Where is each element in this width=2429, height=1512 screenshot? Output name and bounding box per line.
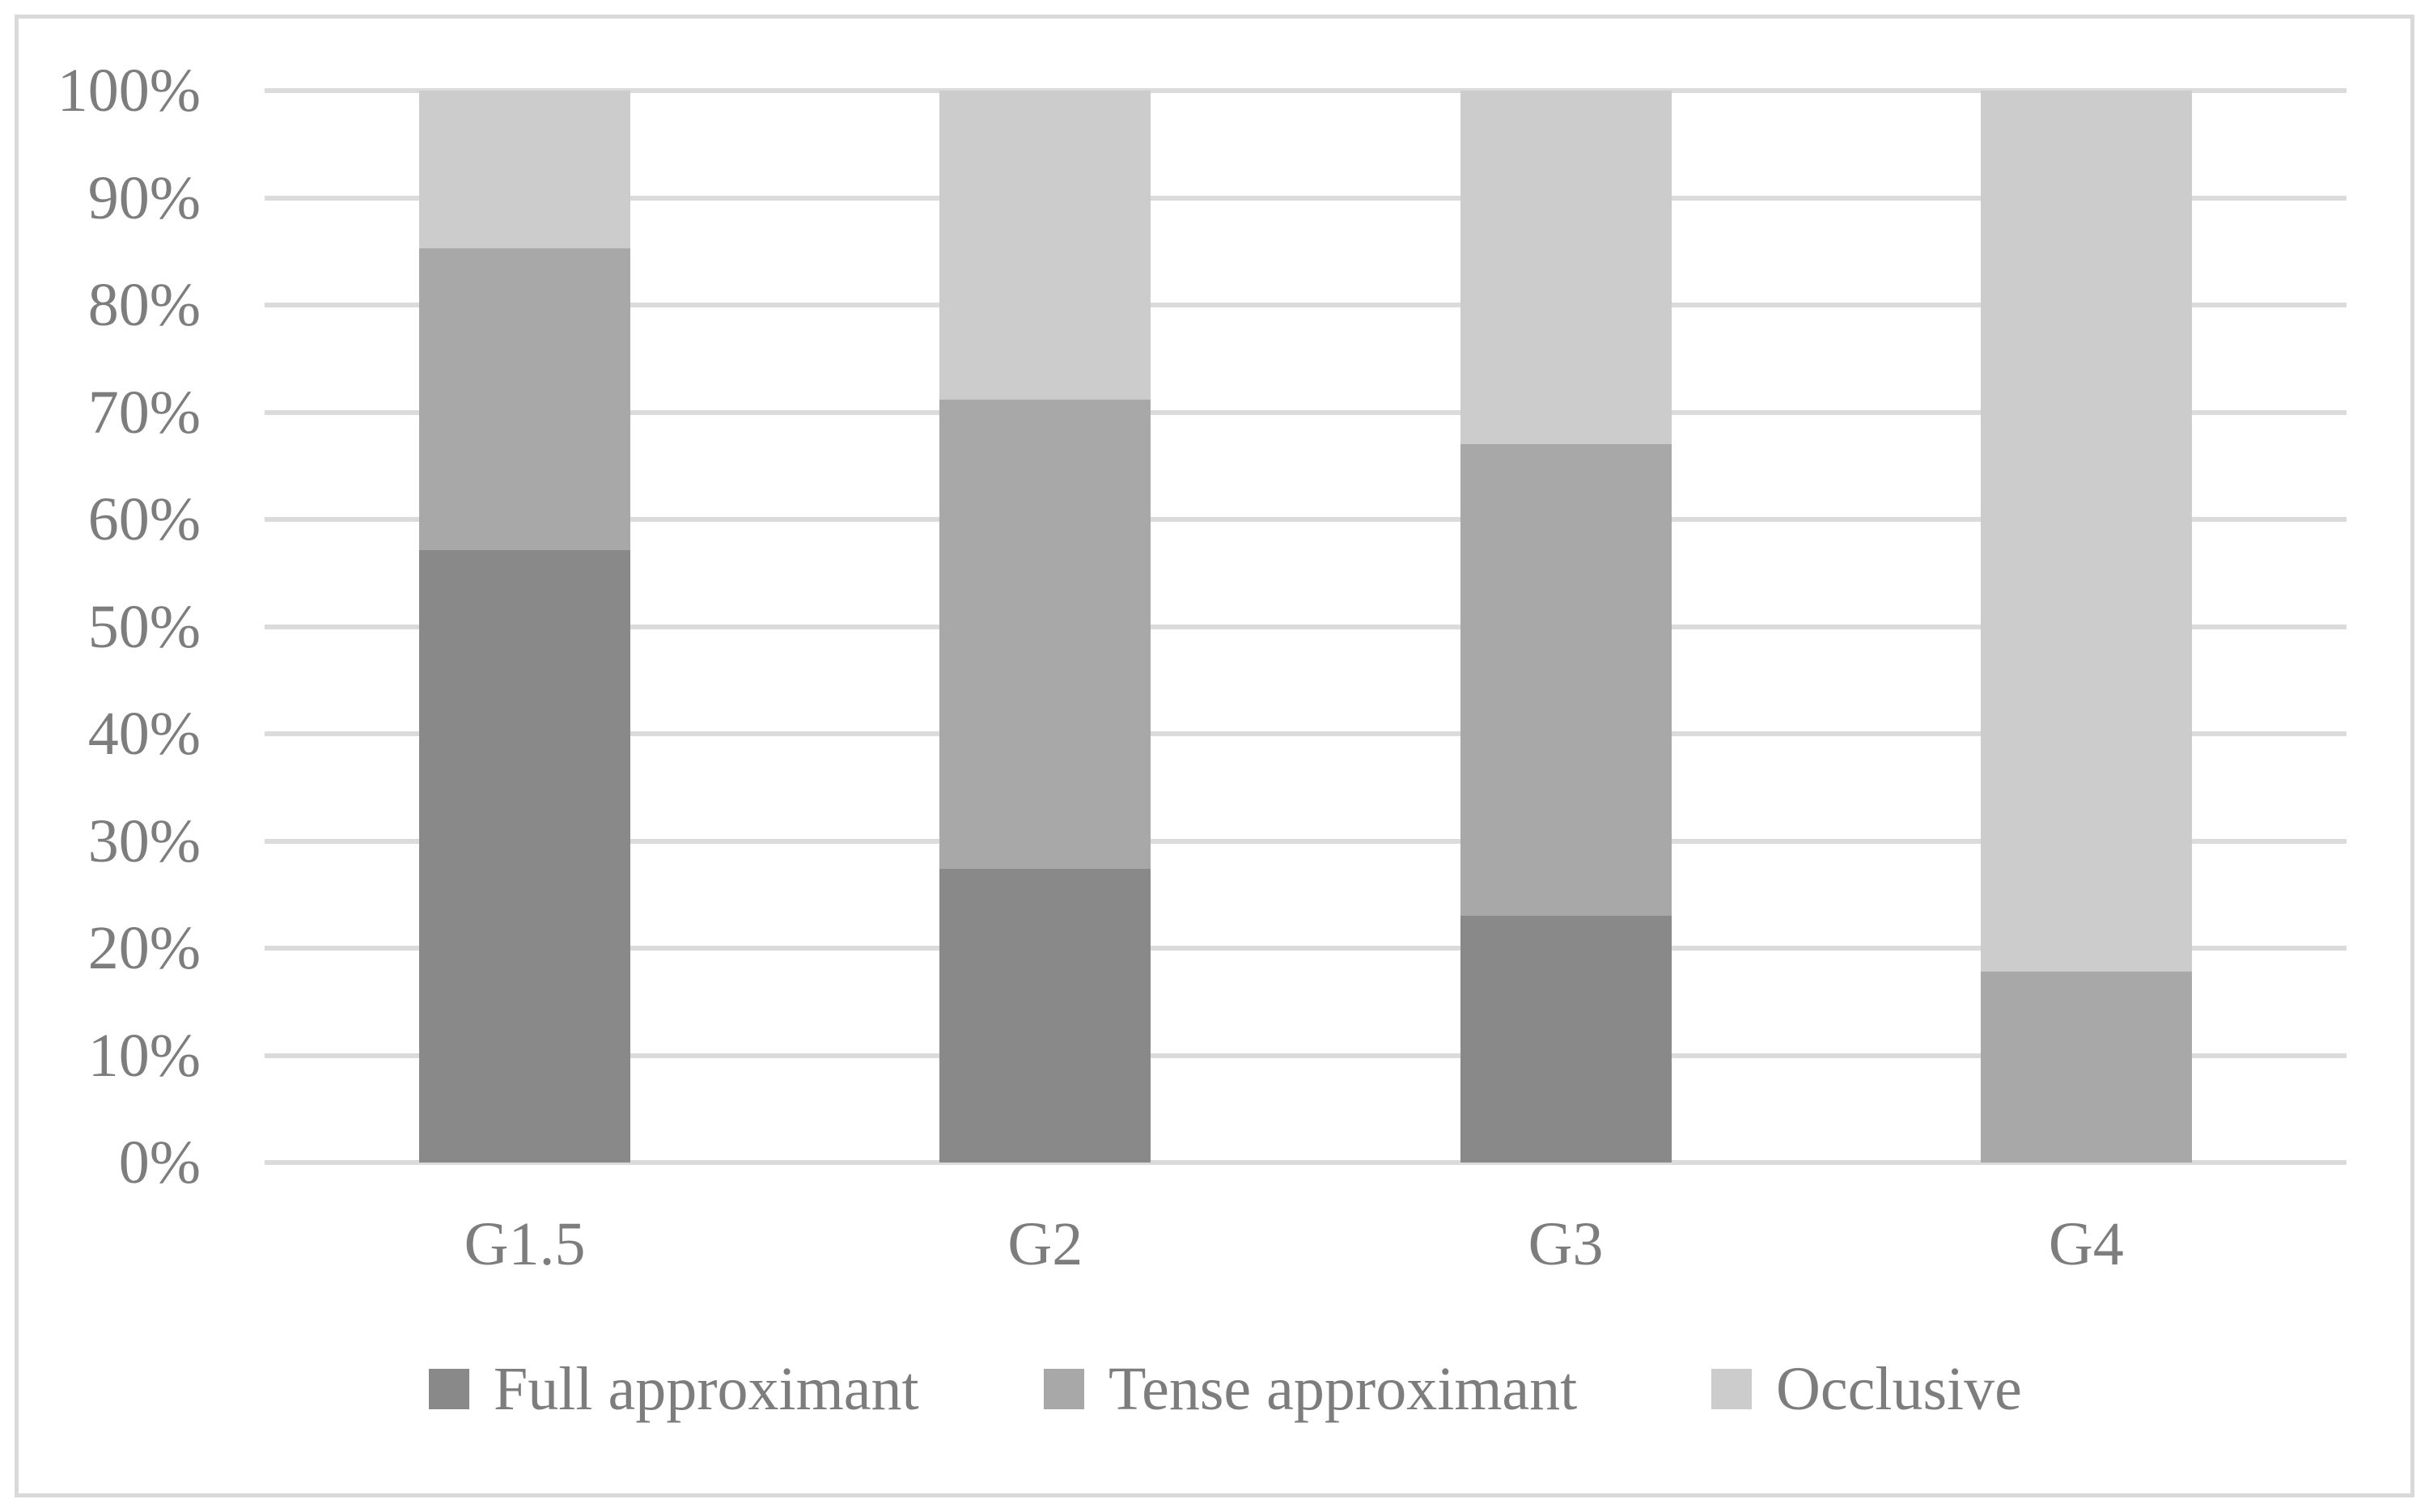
bar-segment-full-approximant [1460, 916, 1672, 1163]
stacked-bar-g1-5 [419, 91, 631, 1163]
gridline [265, 409, 2346, 415]
y-axis-tick-label: 0% [118, 1129, 201, 1196]
gridline [265, 946, 2346, 951]
bar-segment-tense-approximant [419, 248, 631, 551]
y-axis-tick-label: 40% [87, 700, 201, 768]
x-axis-category-label: G1.5 [464, 1210, 586, 1278]
x-axis-category-label: G2 [1007, 1210, 1083, 1278]
stacked-bar-g4 [1980, 91, 2192, 1163]
stacked-bar-g3 [1460, 91, 1672, 1163]
bar-segment-tense-approximant [1980, 972, 2192, 1163]
gridline [265, 517, 2346, 522]
legend-marker-tense-approximant-icon [1044, 1369, 1084, 1409]
y-axis-tick-label: 60% [87, 485, 201, 553]
gridline [265, 624, 2346, 629]
y-axis-tick-label: 80% [87, 271, 201, 339]
gridline [265, 1160, 2346, 1165]
bar-segment-occlusive [939, 91, 1151, 400]
x-axis-category-label: G3 [1528, 1210, 1604, 1278]
bar-segment-occlusive [1460, 91, 1672, 445]
stacked-bar-g2 [939, 91, 1151, 1163]
legend-item-occlusive: Occlusive [1711, 1349, 2022, 1429]
legend-item-full-approximant: Full approximant [429, 1349, 919, 1429]
gridline [265, 1052, 2346, 1058]
plot-area [265, 88, 2346, 1165]
bar-segment-full-approximant [419, 550, 631, 1163]
legend-marker-full-approximant-icon [429, 1369, 469, 1409]
y-axis-tick-label: 100% [57, 57, 201, 125]
bar-segment-tense-approximant [1460, 444, 1672, 917]
gridline [265, 195, 2346, 201]
gridline [265, 731, 2346, 736]
x-axis-category-label: G4 [2048, 1210, 2124, 1278]
y-axis-tick-label: 50% [87, 592, 201, 661]
bar-segment-full-approximant [939, 868, 1151, 1163]
gridline [265, 838, 2346, 844]
bar-segment-tense-approximant [939, 399, 1151, 869]
bar-segment-occlusive [419, 91, 631, 248]
y-axis-tick-label: 90% [87, 163, 201, 232]
legend-label: Full approximant [494, 1354, 919, 1423]
y-axis-tick-label: 20% [87, 914, 201, 982]
legend-item-tense-approximant: Tense approximant [1044, 1349, 1577, 1429]
y-axis-tick-label: 70% [87, 378, 201, 447]
legend-label: Tense approximant [1109, 1354, 1578, 1423]
bar-segment-occlusive [1980, 91, 2192, 972]
y-axis-tick-label: 30% [87, 807, 201, 875]
gridline [265, 88, 2346, 93]
legend-marker-occlusive-icon [1711, 1369, 1752, 1409]
gridline [265, 303, 2346, 307]
y-axis-tick-label: 10% [87, 1021, 201, 1090]
legend-label: Occlusive [1776, 1354, 2022, 1423]
